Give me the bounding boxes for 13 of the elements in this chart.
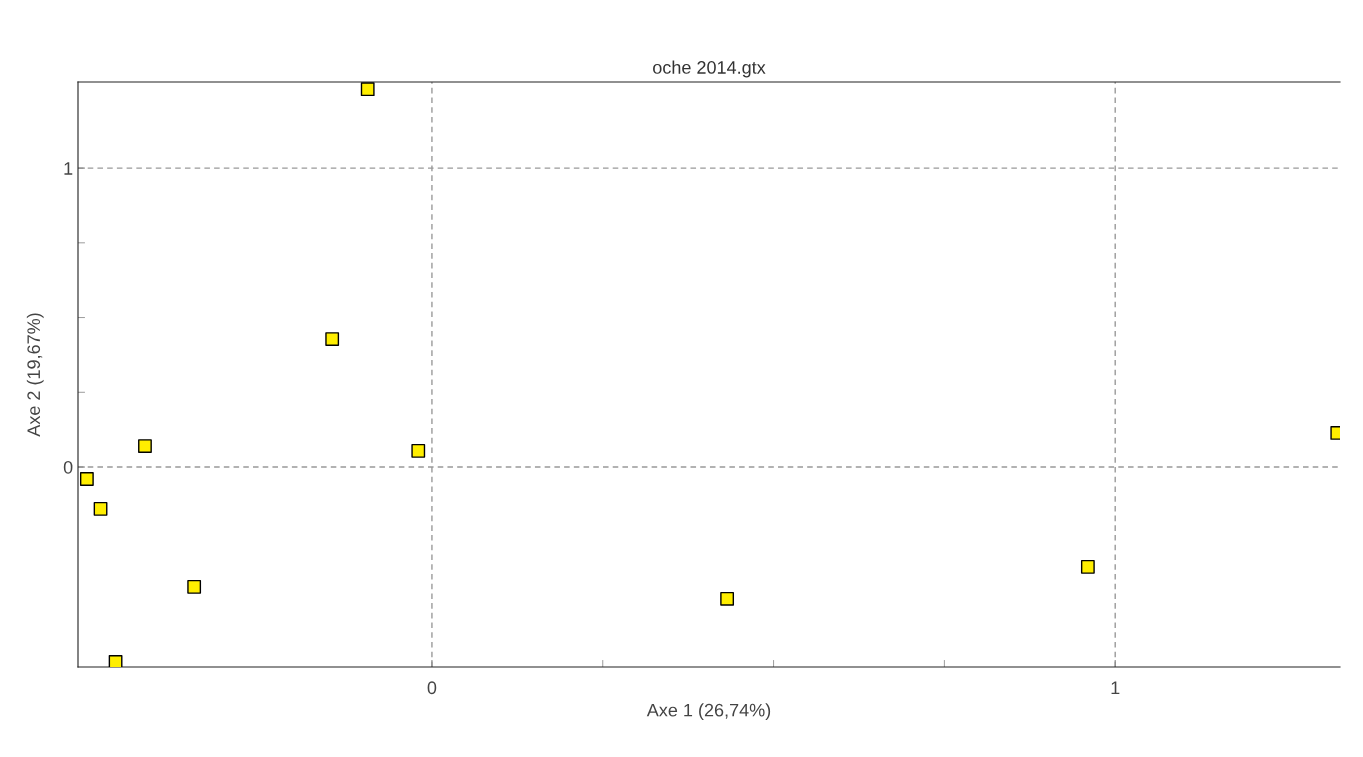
point — [187, 579, 202, 594]
point — [93, 501, 108, 516]
point — [138, 439, 152, 453]
point — [360, 82, 375, 97]
x-axis-title: Axe 1 (26,74%) — [646, 703, 771, 721]
point — [1080, 559, 1095, 574]
point — [325, 332, 340, 346]
y-axis-title: Axe 2 (19,67%) — [26, 313, 44, 437]
chart-title: oche 2014.gtx — [653, 60, 766, 78]
point — [79, 472, 94, 486]
point — [108, 655, 123, 667]
point — [720, 591, 735, 606]
point — [411, 443, 426, 458]
